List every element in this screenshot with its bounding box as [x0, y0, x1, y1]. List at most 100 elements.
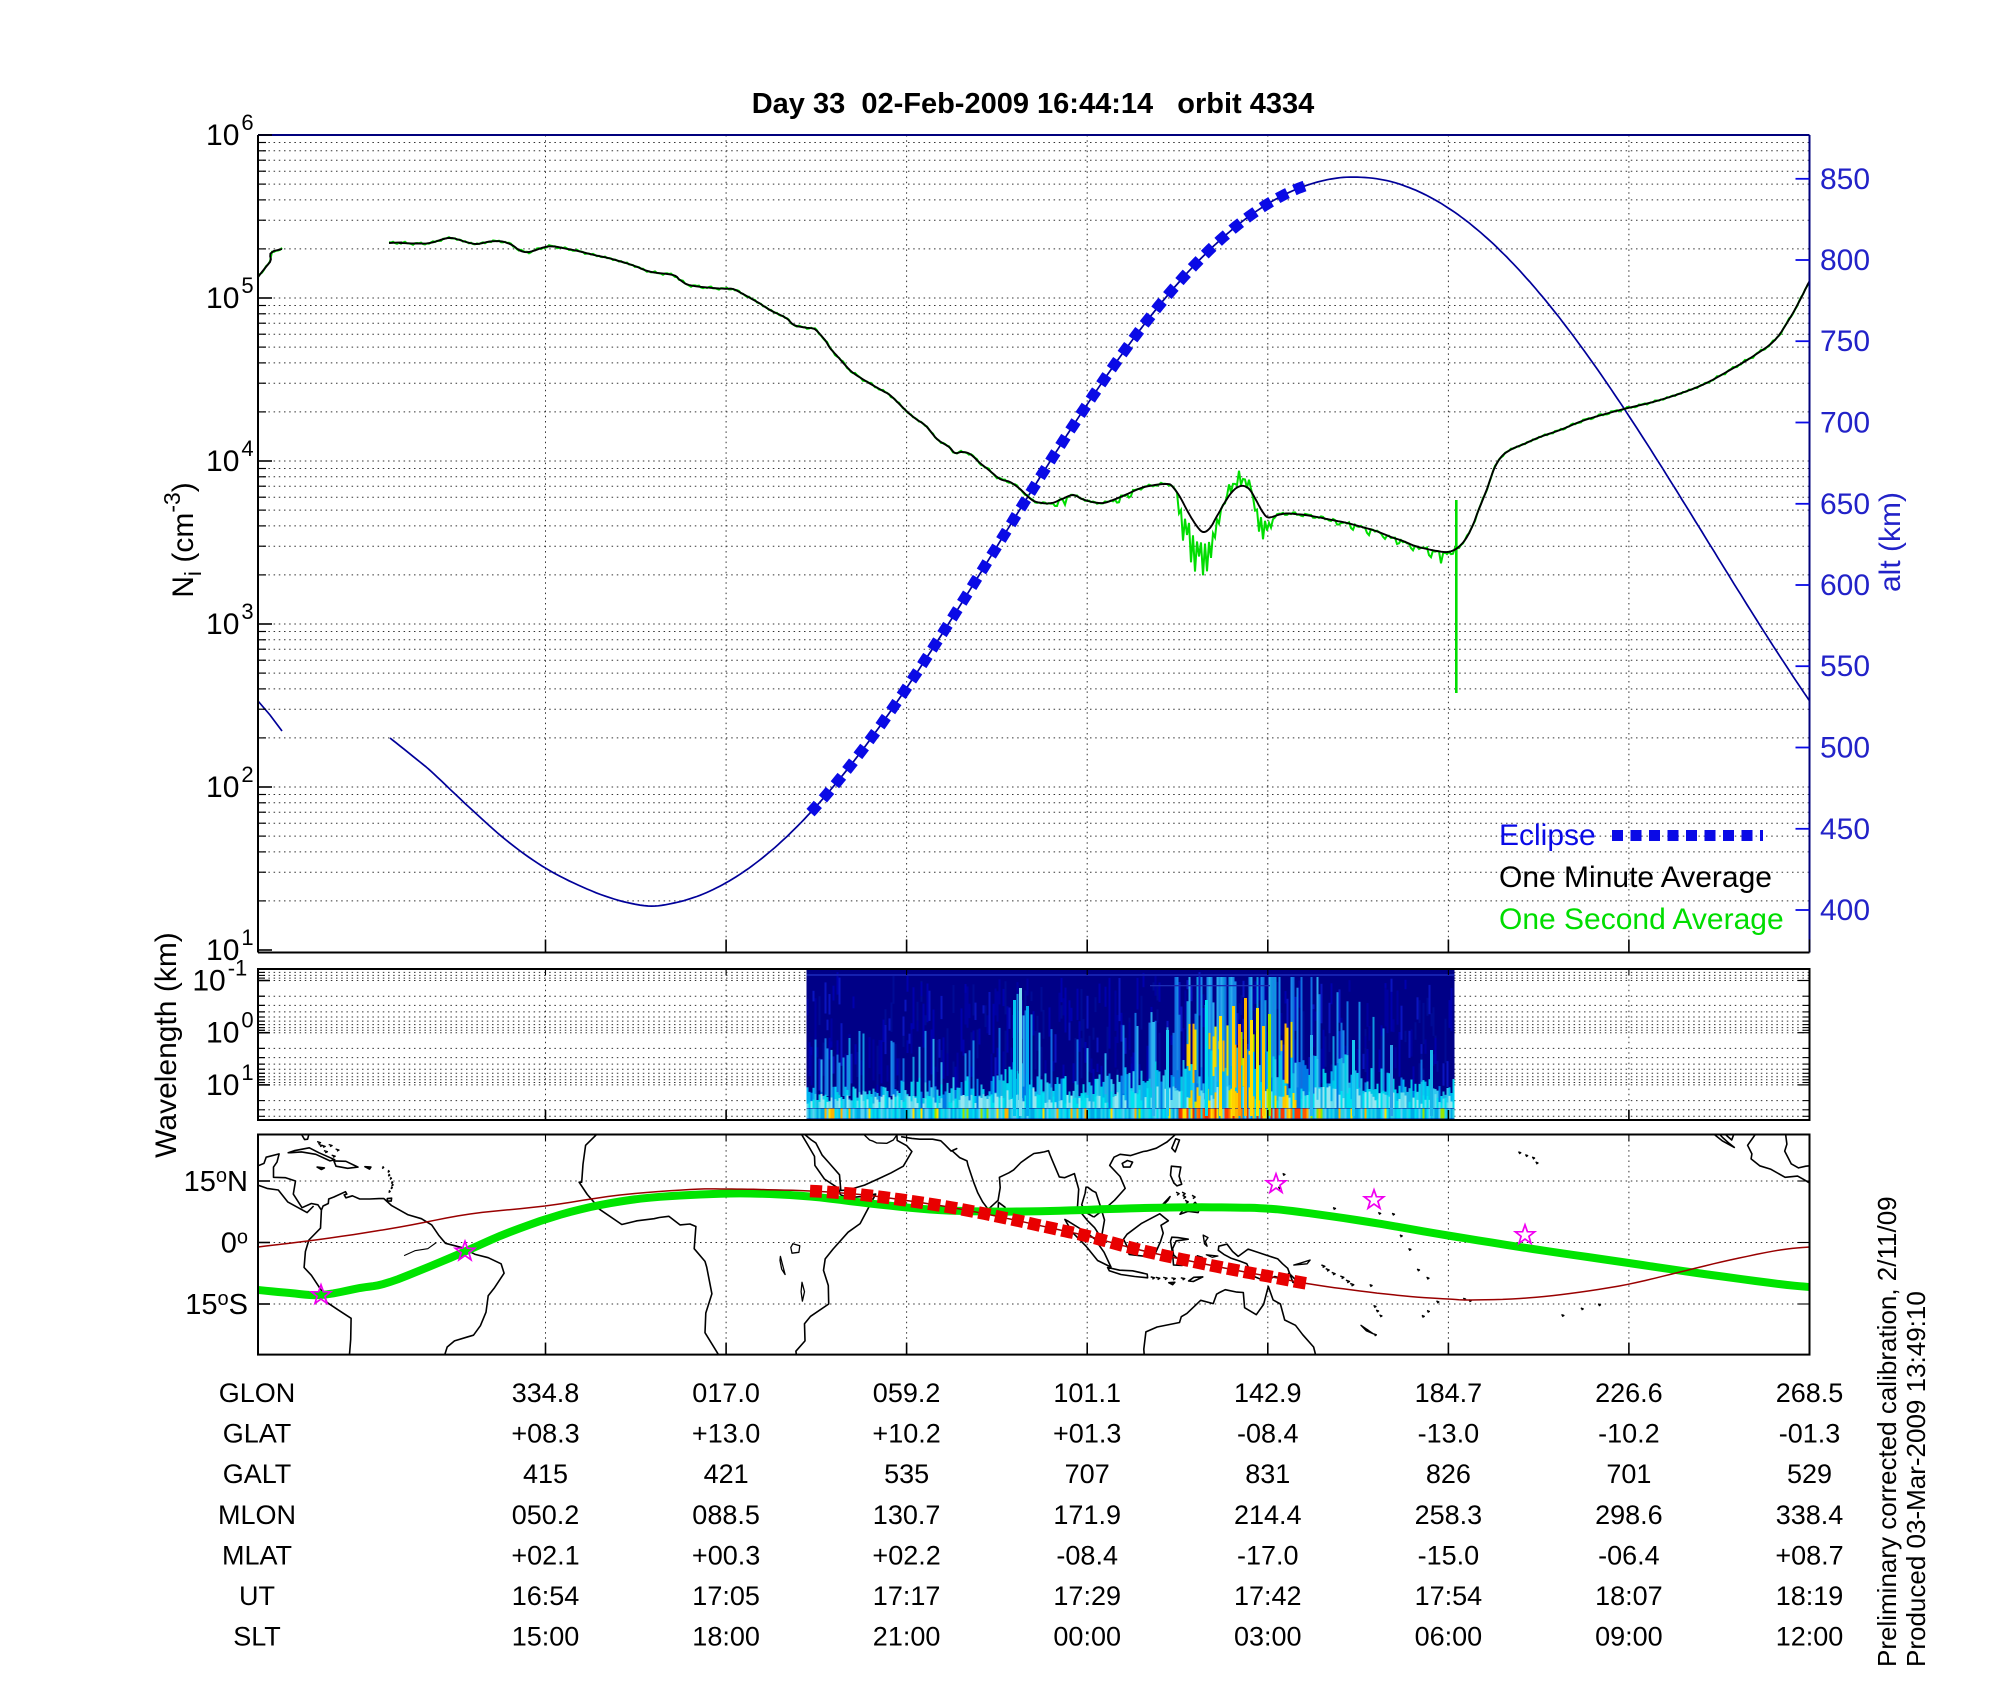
svg-text:-17.0: -17.0	[1237, 1540, 1299, 1570]
svg-text:17:42: 17:42	[1234, 1581, 1302, 1611]
svg-text:850: 850	[1820, 163, 1870, 196]
svg-text:00:00: 00:00	[1053, 1622, 1121, 1652]
svg-text:12:00: 12:00	[1776, 1622, 1844, 1652]
svg-text:Produced 03-Mar-2009 13:49:10: Produced 03-Mar-2009 13:49:10	[1901, 1291, 1931, 1667]
svg-text:15oS: 15oS	[185, 1288, 248, 1321]
svg-text:+08.3: +08.3	[511, 1419, 579, 1449]
svg-text:-10.2: -10.2	[1598, 1419, 1660, 1449]
svg-text:Day 33 02-Feb-2009 16:44:14: Day 33 02-Feb-2009 16:44:14 orbit 4334	[752, 88, 1315, 120]
svg-text:-15.0: -15.0	[1418, 1540, 1480, 1570]
svg-text:700: 700	[1820, 407, 1870, 440]
svg-text:831: 831	[1245, 1459, 1290, 1489]
svg-text:10: 10	[206, 1017, 239, 1050]
svg-text:+02.1: +02.1	[511, 1540, 579, 1570]
svg-text:142.9: 142.9	[1234, 1378, 1302, 1408]
svg-text:10: 10	[206, 771, 239, 804]
svg-text:529: 529	[1787, 1459, 1832, 1489]
svg-text:GALT: GALT	[223, 1459, 292, 1489]
svg-text:5: 5	[241, 273, 253, 298]
svg-text:535: 535	[884, 1459, 929, 1489]
svg-text:06:00: 06:00	[1415, 1622, 1483, 1652]
svg-text:10: 10	[192, 965, 225, 998]
svg-text:258.3: 258.3	[1415, 1500, 1483, 1530]
svg-text:450: 450	[1820, 813, 1870, 846]
svg-text:1: 1	[241, 925, 253, 950]
svg-text:+02.2: +02.2	[872, 1540, 940, 1570]
svg-text:One Minute Average: One Minute Average	[1499, 861, 1772, 894]
svg-text:MLAT: MLAT	[222, 1540, 292, 1570]
svg-text:1: 1	[241, 1060, 253, 1085]
svg-text:101.1: 101.1	[1053, 1378, 1121, 1408]
svg-text:184.7: 184.7	[1415, 1378, 1483, 1408]
svg-text:421: 421	[704, 1459, 749, 1489]
svg-text:17:05: 17:05	[692, 1581, 760, 1611]
svg-text:650: 650	[1820, 488, 1870, 521]
svg-text:10: 10	[206, 1069, 239, 1102]
svg-text:3: 3	[241, 599, 253, 624]
svg-text:800: 800	[1820, 244, 1870, 277]
svg-text:415: 415	[523, 1459, 568, 1489]
svg-text:10: 10	[206, 934, 239, 967]
svg-text:701: 701	[1606, 1459, 1651, 1489]
svg-text:MLON: MLON	[218, 1500, 296, 1530]
svg-text:+00.3: +00.3	[692, 1540, 760, 1570]
svg-text:21:00: 21:00	[873, 1622, 941, 1652]
svg-text:826: 826	[1426, 1459, 1471, 1489]
svg-text:130.7: 130.7	[873, 1500, 941, 1530]
svg-text:18:00: 18:00	[692, 1622, 760, 1652]
svg-text:2: 2	[241, 762, 253, 787]
svg-text:338.4: 338.4	[1776, 1500, 1844, 1530]
svg-text:-06.4: -06.4	[1598, 1540, 1660, 1570]
svg-text:10: 10	[206, 608, 239, 641]
svg-text:226.6: 226.6	[1595, 1378, 1663, 1408]
svg-text:alt (km): alt (km)	[1874, 492, 1907, 592]
svg-text:+01.3: +01.3	[1053, 1419, 1121, 1449]
svg-text:+13.0: +13.0	[692, 1419, 760, 1449]
svg-text:088.5: 088.5	[692, 1500, 760, 1530]
svg-text:10: 10	[206, 445, 239, 478]
svg-text:15oN: 15oN	[184, 1165, 248, 1198]
svg-text:-1: -1	[228, 956, 248, 981]
svg-text:18:19: 18:19	[1776, 1581, 1844, 1611]
svg-text:10: 10	[206, 119, 239, 152]
svg-text:500: 500	[1820, 732, 1870, 765]
svg-text:550: 550	[1820, 650, 1870, 683]
svg-text:400: 400	[1820, 894, 1870, 927]
svg-text:0: 0	[241, 1008, 253, 1033]
svg-text:6: 6	[241, 110, 253, 135]
svg-text:10: 10	[206, 282, 239, 315]
svg-text:707: 707	[1065, 1459, 1110, 1489]
svg-text:334.8: 334.8	[512, 1378, 580, 1408]
svg-text:Eclipse: Eclipse	[1499, 819, 1596, 852]
svg-text:059.2: 059.2	[873, 1378, 941, 1408]
svg-text:050.2: 050.2	[512, 1500, 580, 1530]
svg-text:17:17: 17:17	[873, 1581, 941, 1611]
svg-text:Wavelength (km): Wavelength (km)	[150, 932, 183, 1158]
svg-text:16:54: 16:54	[512, 1581, 580, 1611]
svg-text:750: 750	[1820, 325, 1870, 358]
svg-text:600: 600	[1820, 569, 1870, 602]
svg-text:GLAT: GLAT	[223, 1419, 292, 1449]
svg-text:03:00: 03:00	[1234, 1622, 1302, 1652]
svg-text:+10.2: +10.2	[872, 1419, 940, 1449]
svg-text:-13.0: -13.0	[1418, 1419, 1480, 1449]
svg-text:SLT: SLT	[233, 1622, 281, 1652]
svg-text:One Second Average: One Second Average	[1499, 903, 1784, 936]
svg-text:+08.7: +08.7	[1775, 1540, 1843, 1570]
svg-text:-08.4: -08.4	[1056, 1540, 1118, 1570]
svg-text:15:00: 15:00	[512, 1622, 580, 1652]
svg-text:171.9: 171.9	[1053, 1500, 1121, 1530]
svg-text:GLON: GLON	[219, 1378, 296, 1408]
svg-text:4: 4	[241, 436, 253, 461]
svg-text:-01.3: -01.3	[1779, 1419, 1841, 1449]
svg-text:Preliminary corrected calibrat: Preliminary corrected calibration, 2/11/…	[1872, 1196, 1902, 1667]
svg-text:298.6: 298.6	[1595, 1500, 1663, 1530]
svg-text:-08.4: -08.4	[1237, 1419, 1299, 1449]
svg-text:09:00: 09:00	[1595, 1622, 1663, 1652]
svg-text:UT: UT	[239, 1581, 275, 1611]
svg-text:017.0: 017.0	[692, 1378, 760, 1408]
svg-text:17:29: 17:29	[1053, 1581, 1121, 1611]
svg-text:18:07: 18:07	[1595, 1581, 1663, 1611]
svg-text:268.5: 268.5	[1776, 1378, 1844, 1408]
svg-text:214.4: 214.4	[1234, 1500, 1302, 1530]
